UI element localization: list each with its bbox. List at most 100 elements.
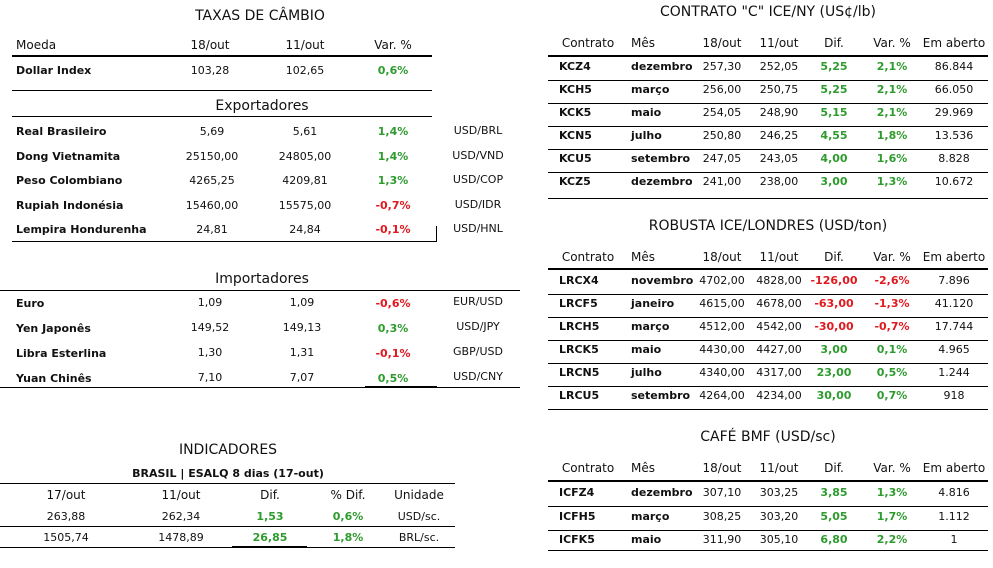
- importer-v1: 1,09: [197, 296, 223, 309]
- contrato_c-month: dezembro: [631, 60, 693, 73]
- exporter-name: Peso Colombiano: [16, 174, 123, 187]
- importer-code: USD/JPY: [456, 320, 500, 333]
- robusta-var: -0,7%: [874, 320, 910, 333]
- exporter-v1: 24,81: [196, 223, 228, 236]
- exporter-v2: 24,84: [289, 223, 321, 236]
- robusta-var: 0,7%: [876, 389, 908, 402]
- contrato-c-row-rule: [548, 172, 988, 173]
- taxas-header-date2: 11/out: [285, 38, 325, 52]
- exporter-v1: 5,69: [199, 125, 225, 138]
- taxas-header-var: Var. %: [374, 38, 412, 52]
- taxas-header-rule: [12, 55, 432, 57]
- bmf-bottom-rule: [548, 550, 988, 551]
- importer-var: 0,5%: [377, 372, 409, 385]
- robusta-contract-code: LRCU5: [559, 389, 600, 402]
- bmf-dif: 6,80: [820, 533, 848, 546]
- bmf-var: 1,7%: [876, 509, 908, 523]
- robusta-contract-code: LRCF5: [559, 297, 598, 310]
- contrato-c-row-rule: [548, 80, 988, 81]
- indicador-v1: 1505,74: [43, 531, 89, 544]
- dollar-index-v2: 102,65: [285, 64, 325, 77]
- bmf-header-rule: [548, 480, 988, 482]
- exportadores-bottom-tick: [436, 226, 437, 242]
- bmf-v2: 303,25: [759, 486, 799, 499]
- robusta-dif: -126,00: [810, 274, 858, 287]
- robusta-dif: 23,00: [816, 366, 852, 379]
- importer-v1: 7,10: [197, 371, 223, 384]
- bmf-month: dezembro: [631, 486, 693, 499]
- robusta-open: 4.965: [938, 343, 970, 356]
- exporter-code: USD/VND: [452, 148, 504, 162]
- importer-name: Euro: [16, 297, 45, 310]
- bmf-header: Em aberto: [922, 461, 986, 475]
- contrato_c-header: Var. %: [873, 36, 911, 50]
- robusta-month: março: [631, 320, 670, 333]
- exporter-v2: 15575,00: [278, 198, 332, 212]
- indicadores-header: 11/out: [161, 488, 201, 502]
- dollar-index-v1: 103,28: [190, 64, 230, 77]
- contrato_c-dif: 4,55: [820, 129, 848, 142]
- exporter-var: 1,3%: [377, 174, 409, 187]
- bmf-open: 4.816: [938, 486, 970, 499]
- importer-var: -0,1%: [375, 347, 411, 360]
- robusta-title: ROBUSTA ICE/LONDRES (USD/ton): [648, 218, 888, 234]
- bmf-header: Dif.: [824, 461, 844, 475]
- robusta-var: -1,3%: [874, 297, 910, 310]
- exporter-var: 1,4%: [377, 125, 409, 138]
- contrato_c-dif: 5,25: [820, 83, 848, 96]
- robusta-dif: 3,00: [820, 343, 848, 356]
- exporter-code: USD/HNL: [453, 222, 503, 235]
- bmf-contract-code: ICFH5: [559, 509, 596, 523]
- robusta-row-rule: [548, 317, 988, 318]
- importadores-bottom-rule: [0, 387, 520, 388]
- contrato_c-open: 10.672: [934, 175, 974, 188]
- indicador-dif: 26,85: [252, 531, 288, 544]
- robusta-header: 11/out: [759, 250, 799, 264]
- bmf-open: 1: [950, 533, 958, 546]
- robusta-v2: 4427,00: [756, 343, 802, 356]
- bmf-contract-code: ICFK5: [559, 533, 595, 546]
- contrato_c-contract-code: KCH5: [559, 83, 592, 96]
- contrato_c-v1: 256,00: [702, 83, 742, 96]
- robusta-dif: -30,00: [814, 320, 854, 333]
- robusta-open: 17.744: [934, 320, 974, 333]
- exporter-v1: 25150,00: [185, 149, 239, 163]
- indicadores-header: Dif.: [260, 488, 280, 502]
- importer-v2: 149,13: [282, 321, 322, 334]
- exporter-name: Real Brasileiro: [16, 125, 107, 138]
- robusta-v1: 4512,00: [699, 320, 745, 333]
- contrato_c-v2: 243,05: [759, 152, 799, 165]
- importer-name: Libra Esterlina: [16, 347, 107, 360]
- exporter-var: 1,4%: [377, 149, 409, 163]
- exporter-code: USD/BRL: [453, 124, 503, 137]
- bmf-v1: 307,10: [702, 486, 742, 499]
- robusta-open: 41.120: [934, 297, 974, 310]
- indicadores-header: 17/out: [46, 488, 86, 502]
- indicadores-row-rule: [0, 526, 455, 527]
- bmf-header: Mês: [631, 461, 655, 475]
- exporter-v2: 5,61: [292, 125, 318, 138]
- indicador-pct: 1,8%: [332, 531, 364, 544]
- taxas-header-date1: 18/out: [190, 38, 230, 52]
- contrato_c-header: Dif.: [824, 36, 844, 50]
- dollar-index-rule: [12, 90, 432, 91]
- exporter-code: USD/COP: [452, 173, 504, 186]
- taxas-title: TAXAS DE CÂMBIO: [195, 8, 325, 24]
- importer-code: USD/CNY: [453, 370, 503, 383]
- robusta-v2: 4678,00: [756, 297, 802, 310]
- contrato_c-header: Em aberto: [922, 36, 986, 50]
- robusta-header: Var. %: [873, 250, 911, 264]
- robusta-contract-code: LRCH5: [559, 320, 600, 333]
- robusta-var: -2,6%: [874, 274, 910, 287]
- contrato_c-var: 1,3%: [876, 175, 908, 188]
- robusta-v1: 4264,00: [699, 389, 745, 402]
- robusta-v1: 4702,00: [699, 274, 745, 287]
- contrato_c-var: 2,1%: [876, 106, 908, 119]
- robusta-v1: 4615,00: [699, 297, 745, 310]
- dollar-index-var: 0,6%: [377, 64, 409, 77]
- importer-v2: 7,07: [289, 371, 315, 384]
- indicador-dif: 1,53: [256, 510, 284, 523]
- robusta-month: maio: [631, 343, 662, 356]
- contrato_c-month: maio: [631, 106, 662, 119]
- importadores-title: Importadores: [215, 271, 309, 287]
